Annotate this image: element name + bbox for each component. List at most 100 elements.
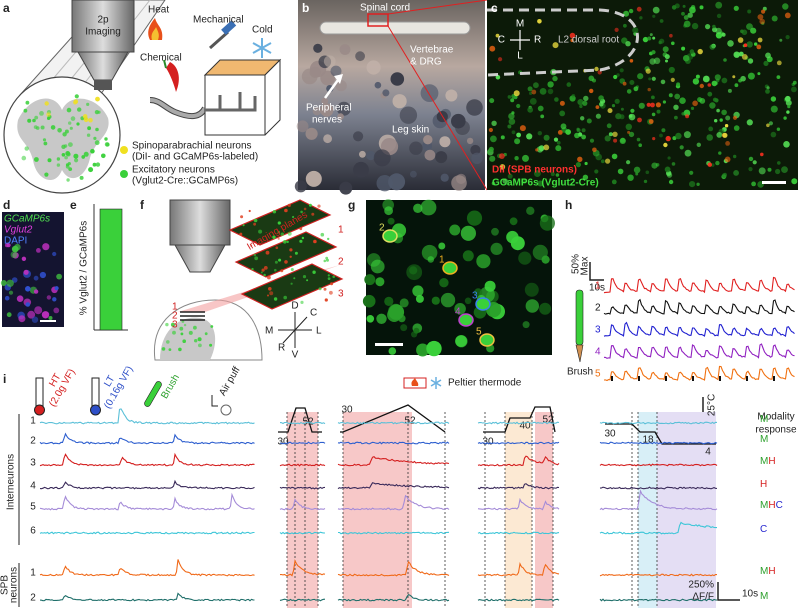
cell [626,89,632,94]
cell [776,75,781,79]
cell [625,41,631,47]
cell [652,36,656,40]
cell [490,242,503,255]
cell [466,210,483,226]
cell [332,275,336,279]
arrow-head [334,74,343,84]
cell [507,173,513,179]
cell [353,161,369,178]
temperature-label: 30 [277,437,289,448]
cell-label: 1 [595,281,601,292]
cell [471,152,483,164]
cell [522,321,530,329]
cell-label: 4 [455,307,461,318]
trace [279,463,326,467]
annotation: Vertebrae [410,45,454,56]
cell [165,322,169,327]
cell [286,240,289,244]
cell [671,41,675,46]
y-axis-label: % Vglut2 / GCaMP6s [79,221,90,315]
vf-icon [35,377,44,409]
cell [715,160,720,166]
cell [104,137,108,141]
cell [272,235,276,239]
cell [645,68,651,74]
stimulus-label: (2.0g VF) [47,367,77,409]
cell [61,144,66,149]
cell [449,224,461,236]
trace [599,463,718,467]
legend-dot [120,170,128,178]
row-label: 2 [30,436,36,447]
cell [636,6,642,12]
stimulus-shade [638,412,657,608]
compass-label: V [292,350,299,361]
cell [611,153,618,160]
trace [39,479,255,490]
cell [66,107,72,113]
cell [62,132,67,137]
panel-label: a [3,1,10,15]
cell [649,58,656,65]
cell [39,111,44,116]
cell [574,132,580,139]
cell [16,295,24,303]
cell [758,167,766,175]
row-label: 3 [30,458,36,469]
cell-outline [479,333,495,347]
cell [267,294,269,297]
cell [771,15,778,22]
cell [24,146,29,151]
row-label: 4 [30,481,36,492]
cell [652,6,660,14]
cell [277,230,281,234]
cell [41,311,50,319]
cell [498,57,503,62]
trace [39,408,255,425]
brush-icon [144,381,162,407]
cell [500,135,505,140]
cell [741,29,748,36]
cell [647,36,652,41]
cell [300,300,304,304]
cell [699,83,704,89]
cell [355,51,365,62]
cell [766,123,770,128]
cell [674,115,678,120]
cell [287,231,292,236]
compass [278,312,312,348]
cell [25,100,30,105]
cell [507,124,512,129]
cell [172,330,176,335]
cell [514,156,519,161]
cell [776,60,782,66]
cell [56,273,62,280]
cell [526,133,533,140]
cell [68,142,73,148]
cell [539,88,547,95]
micrograph [2,212,64,327]
row-label: 6 [30,526,36,537]
plane-marks [180,311,205,321]
trace [337,482,450,490]
cell [283,295,288,300]
cell [312,107,322,116]
cell [543,134,550,141]
trace [477,531,560,535]
temperature-label: 40 [519,421,531,432]
trace [603,365,795,382]
cell [510,98,515,103]
cell [633,86,639,92]
cell [168,348,172,351]
row-label: 1 [30,568,36,579]
cell [748,156,754,162]
cell [427,256,435,263]
cell [619,137,626,144]
trace [337,421,450,425]
compass [510,30,530,50]
cell [312,270,316,274]
group-label: neurons [9,567,20,603]
modality-response: H [760,479,767,490]
cell [651,162,658,169]
cell [613,138,618,143]
